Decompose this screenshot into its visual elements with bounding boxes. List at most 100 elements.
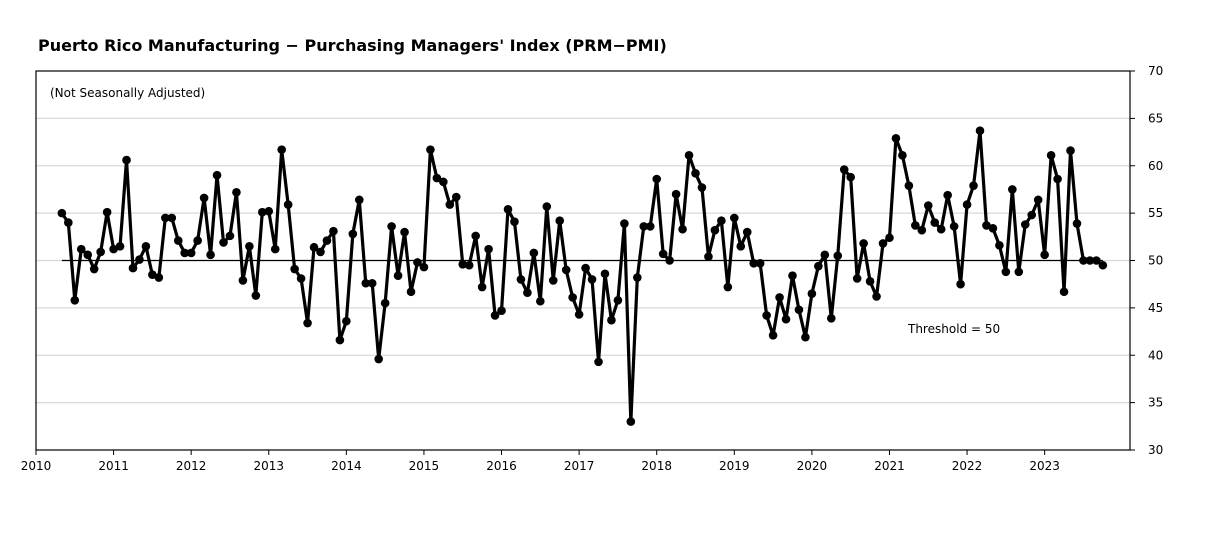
data-point bbox=[865, 277, 875, 286]
data-point bbox=[342, 316, 351, 326]
data-point bbox=[949, 222, 959, 231]
data-point bbox=[497, 306, 506, 316]
data-point bbox=[148, 270, 157, 280]
y-tick-label: 60 bbox=[1148, 159, 1163, 173]
data-point bbox=[839, 165, 849, 174]
data-point bbox=[930, 218, 940, 227]
data-point bbox=[264, 206, 274, 216]
data-point bbox=[846, 172, 855, 182]
data-point bbox=[775, 293, 784, 302]
data-point bbox=[76, 244, 86, 254]
data-point bbox=[814, 261, 823, 271]
x-tick-label: 2012 bbox=[176, 459, 207, 473]
x-tick-label: 2010 bbox=[21, 459, 52, 473]
x-axis: 2010 2011 2012 2013 2014 2015 2016 2017 2018 2019… bbox=[21, 450, 1060, 473]
data-point bbox=[1066, 146, 1075, 155]
data-point bbox=[691, 169, 700, 178]
data-point bbox=[917, 225, 927, 235]
data-point bbox=[613, 295, 623, 305]
data-point bbox=[988, 223, 998, 233]
data-point bbox=[729, 213, 739, 223]
data-point bbox=[115, 241, 125, 251]
data-point bbox=[277, 145, 286, 154]
data-point bbox=[445, 200, 455, 209]
data-point bbox=[704, 252, 713, 262]
data-point bbox=[762, 311, 771, 320]
data-point bbox=[154, 273, 164, 282]
data-point bbox=[484, 244, 493, 254]
series-line bbox=[57, 126, 1108, 426]
data-point bbox=[290, 264, 299, 274]
data-point bbox=[1059, 287, 1069, 297]
data-point bbox=[109, 244, 118, 254]
data-point bbox=[180, 248, 190, 258]
data-point bbox=[885, 233, 894, 243]
x-tick-label: 2023 bbox=[1029, 459, 1060, 473]
data-point bbox=[717, 216, 726, 226]
data-point bbox=[70, 295, 80, 305]
data-point bbox=[678, 224, 687, 234]
x-tick-label: 2022 bbox=[952, 459, 983, 473]
data-point bbox=[245, 241, 254, 251]
data-point bbox=[626, 417, 636, 426]
chart-title: Puerto Rico Manufacturing − Purchasing M… bbox=[38, 36, 667, 55]
data-point bbox=[439, 177, 448, 187]
data-point bbox=[173, 236, 183, 245]
data-point bbox=[516, 275, 526, 284]
data-point bbox=[555, 216, 565, 226]
data-point bbox=[561, 265, 571, 275]
data-point bbox=[529, 248, 539, 258]
data-point bbox=[400, 227, 409, 237]
data-point bbox=[833, 251, 843, 261]
data-point bbox=[329, 226, 338, 236]
data-point bbox=[982, 221, 991, 230]
data-point bbox=[943, 190, 952, 200]
data-point bbox=[904, 181, 914, 190]
data-point bbox=[238, 276, 248, 285]
data-point bbox=[219, 238, 228, 247]
data-point bbox=[135, 255, 144, 264]
data-point bbox=[380, 298, 390, 308]
threshold-label: Threshold = 50 bbox=[907, 322, 1000, 336]
data-point bbox=[432, 173, 442, 183]
y-tick-label: 30 bbox=[1148, 443, 1163, 457]
data-point bbox=[361, 278, 371, 288]
data-point bbox=[212, 170, 222, 180]
data-point bbox=[587, 275, 597, 284]
data-point bbox=[348, 229, 358, 239]
y-axis: 30 35 40 45 50 55 60 65 70 bbox=[1130, 64, 1163, 457]
data-point bbox=[232, 187, 241, 197]
x-tick-label: 2020 bbox=[797, 459, 828, 473]
subtitle: (Not Seasonally Adjusted) bbox=[50, 86, 205, 100]
y-tick-label: 35 bbox=[1148, 396, 1163, 410]
data-point bbox=[788, 271, 797, 280]
data-point bbox=[374, 354, 383, 364]
data-point bbox=[1001, 267, 1011, 277]
x-tick-label: 2013 bbox=[253, 459, 284, 473]
data-point bbox=[1020, 220, 1030, 229]
data-point bbox=[1027, 210, 1037, 220]
data-point bbox=[872, 292, 881, 301]
data-point bbox=[1014, 267, 1024, 277]
data-point bbox=[523, 288, 532, 298]
data-point bbox=[742, 227, 752, 237]
data-point bbox=[807, 289, 817, 298]
data-point bbox=[820, 250, 830, 260]
data-point bbox=[199, 193, 209, 203]
data-point bbox=[891, 133, 901, 143]
data-point bbox=[1079, 256, 1088, 265]
data-point bbox=[128, 263, 138, 273]
data-point bbox=[251, 291, 261, 300]
data-point bbox=[936, 224, 946, 234]
x-tick-label: 2011 bbox=[98, 459, 129, 473]
data-point bbox=[542, 202, 552, 211]
data-point bbox=[296, 274, 306, 283]
data-point bbox=[206, 250, 215, 260]
data-point bbox=[652, 174, 662, 184]
data-point bbox=[83, 250, 93, 260]
data-point bbox=[141, 241, 151, 251]
data-point bbox=[102, 207, 112, 217]
data-point bbox=[852, 274, 862, 283]
data-point bbox=[464, 260, 474, 270]
